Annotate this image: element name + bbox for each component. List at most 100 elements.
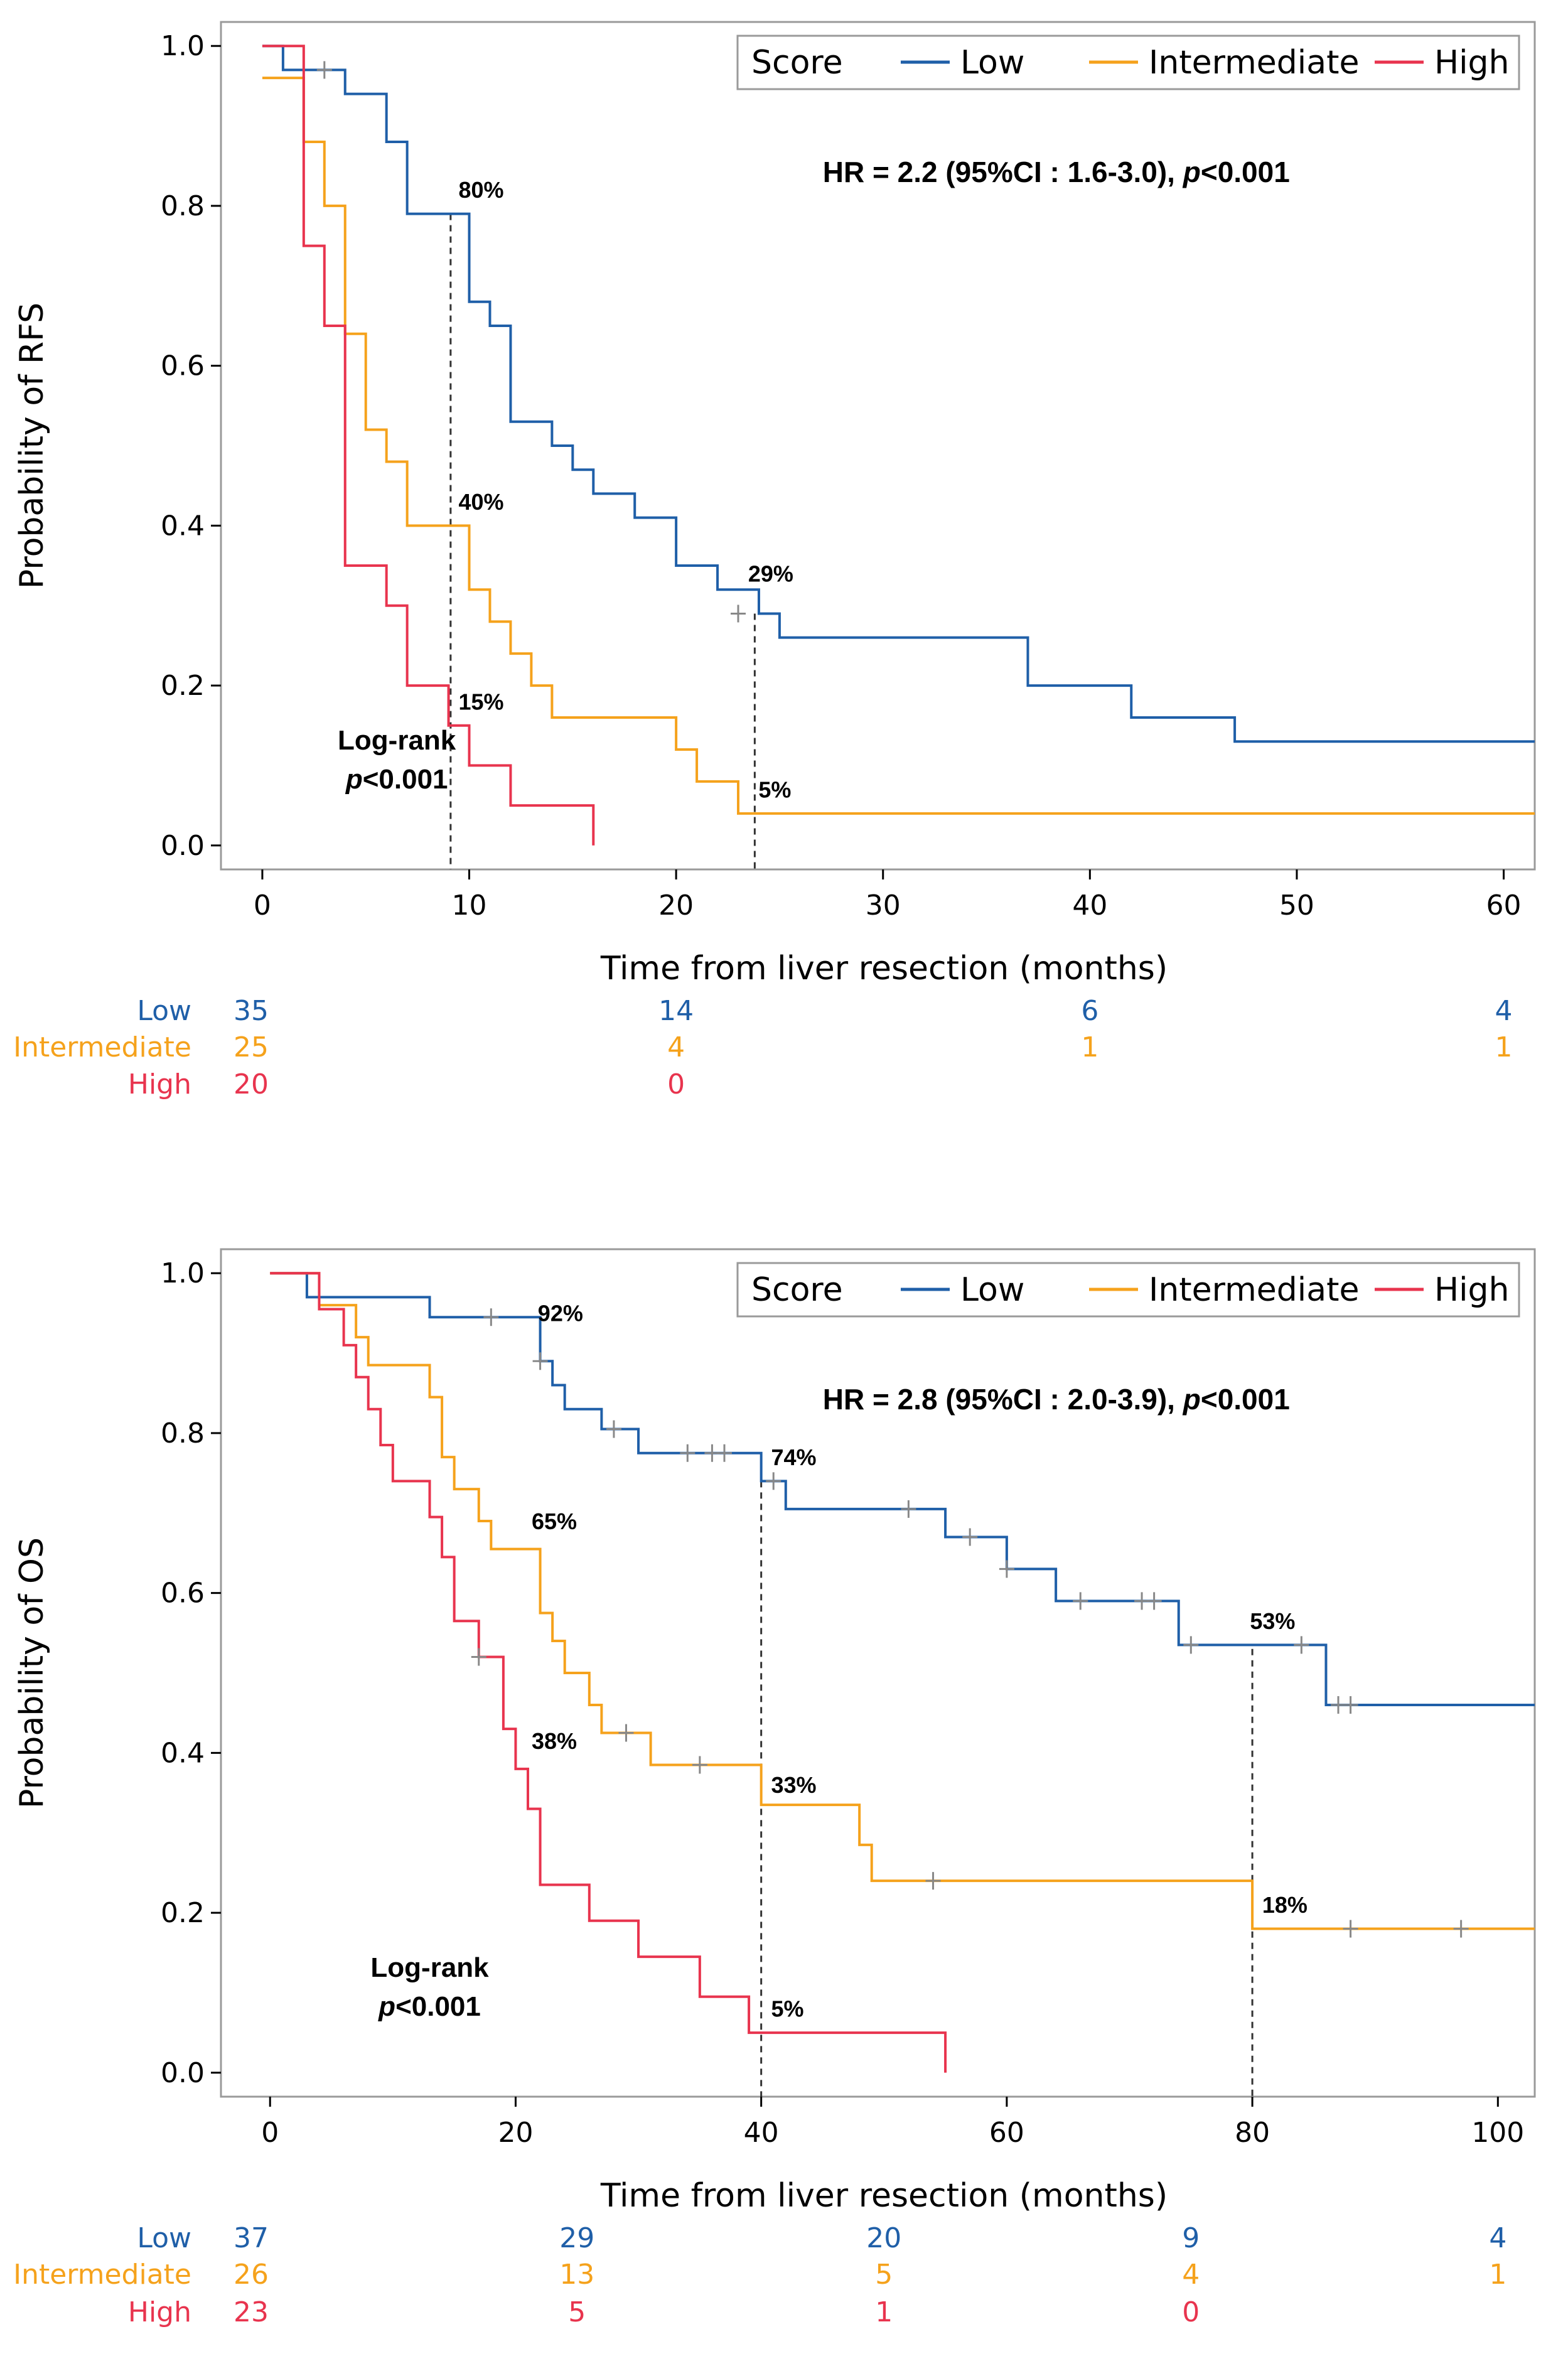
y-tick-label: 0.0 <box>161 830 205 862</box>
x-tick-label: 80 <box>1235 2117 1270 2149</box>
percent-annotation: 18% <box>1262 1892 1308 1918</box>
series-intermediate-curve <box>270 1272 1535 1930</box>
risk-value: 1 <box>875 2296 893 2328</box>
hr-lead: HR = 2.2 (95%CI : 1.6-3.0), <box>823 156 1183 188</box>
risk-row-label: Intermediate <box>13 1031 191 1063</box>
x-tick-label: 50 <box>1279 890 1314 922</box>
legend: Score Low Intermediate High <box>736 35 1520 90</box>
risk-value: 14 <box>658 995 694 1027</box>
x-tick-label: 0 <box>261 2117 279 2149</box>
legend-entry-low: Low <box>960 1271 1024 1309</box>
risk-row-label: Low <box>137 2222 191 2254</box>
risk-value: 23 <box>234 2296 269 2328</box>
risk-value: 0 <box>667 1068 685 1100</box>
y-tick-label: 0.0 <box>161 2057 205 2089</box>
os-chart: 0.00.20.40.60.81.00 20 40 60 80 100Probabilit… <box>13 1248 1536 2328</box>
percent-annotation: 53% <box>1250 1608 1295 1634</box>
x-tick-label: 20 <box>658 890 694 922</box>
series-high-curve <box>270 1272 947 2073</box>
number-at-risk-table: Low 37 29 20 9 4 Intermediate 26 13 5 4 1 High 23 5 1 0 <box>13 2222 1506 2328</box>
logrank-p-value: <0.001 <box>395 1991 481 2022</box>
x-tick-label: 10 <box>452 890 487 922</box>
legend-title: Score <box>751 1271 843 1309</box>
percent-annotation: 5% <box>758 777 791 802</box>
legend-entry-intermediate: Intermediate <box>1149 44 1360 82</box>
risk-value: 25 <box>234 1031 269 1063</box>
series-high-curve <box>262 45 595 846</box>
logrank-p-symbol: p <box>345 764 363 795</box>
y-tick-label: 0.6 <box>161 350 205 382</box>
percent-annotation: 40% <box>458 489 503 515</box>
y-tick-label: 0.2 <box>161 1897 205 1929</box>
risk-value: 5 <box>875 2259 893 2291</box>
hr-p: p <box>1182 1383 1201 1416</box>
y-tick-label: 0.8 <box>161 1417 205 1449</box>
y-tick-label: 0.4 <box>161 510 205 542</box>
y-tick-label: 0.6 <box>161 1578 205 1610</box>
percent-annotation: 92% <box>538 1301 583 1326</box>
legend: Score Low Intermediate High <box>736 1262 1520 1318</box>
risk-row-label: High <box>128 1068 191 1100</box>
risk-value: 0 <box>1182 2296 1200 2328</box>
x-tick-label: 40 <box>744 2117 779 2149</box>
y-tick-label: 0.4 <box>161 1737 205 1769</box>
logrank-p-value: <0.001 <box>363 764 448 795</box>
percent-annotation: 15% <box>458 689 503 714</box>
percent-annotation: 5% <box>771 1996 803 2022</box>
hazard-ratio-text: HR = 2.8 (95%CI : 2.0-3.9), p<0.001 <box>823 1383 1290 1416</box>
y-tick-label: 0.8 <box>161 190 205 222</box>
risk-value: 4 <box>1182 2259 1200 2291</box>
risk-value: 5 <box>568 2296 586 2328</box>
risk-row-label: High <box>128 2296 191 2328</box>
x-tick-label: 30 <box>866 890 901 922</box>
x-axis-title: Time from liver resection (months) <box>600 2177 1168 2215</box>
risk-row-label: Intermediate <box>13 2259 191 2291</box>
number-at-risk-table: Low 35 14 6 4 Intermediate 25 4 1 1 High 20 0 <box>13 995 1512 1100</box>
percent-annotation: 29% <box>748 561 793 587</box>
logrank-p: p<0.001 <box>378 1991 481 2022</box>
series-intermediate-curve <box>262 77 1535 815</box>
x-tick-label: 60 <box>989 2117 1024 2149</box>
y-tick-label: 1.0 <box>161 30 205 62</box>
risk-value: 37 <box>234 2222 269 2254</box>
risk-value: 1 <box>1495 1031 1513 1063</box>
hr-lead: HR = 2.8 (95%CI : 2.0-3.9), <box>823 1383 1183 1416</box>
risk-value: 29 <box>559 2222 594 2254</box>
risk-value: 1 <box>1081 1031 1098 1063</box>
x-axis-title: Time from liver resection (months) <box>600 950 1168 987</box>
y-axis-title: Probability of RFS <box>13 303 51 589</box>
legend-entry-intermediate: Intermediate <box>1149 1271 1360 1309</box>
logrank-p-symbol: p <box>378 1991 395 2022</box>
logrank-p: p<0.001 <box>345 764 448 795</box>
logrank-label: Log-rank <box>338 725 456 756</box>
risk-value: 20 <box>866 2222 901 2254</box>
plot-frame <box>220 1248 1536 2098</box>
risk-value: 4 <box>1489 2222 1506 2254</box>
risk-value: 26 <box>234 2259 269 2291</box>
percent-annotation: 33% <box>771 1772 816 1798</box>
risk-value: 4 <box>1495 995 1513 1027</box>
percent-annotation: 65% <box>532 1508 577 1534</box>
hr-p: p <box>1182 156 1201 188</box>
risk-value: 35 <box>234 995 269 1027</box>
percent-annotation: 80% <box>458 177 503 203</box>
plot-frame <box>220 21 1536 871</box>
risk-value: 6 <box>1081 995 1098 1027</box>
risk-value: 20 <box>234 1068 269 1100</box>
risk-value: 1 <box>1489 2259 1506 2291</box>
y-tick-label: 1.0 <box>161 1257 205 1289</box>
hr-tail: <0.001 <box>1201 156 1290 188</box>
x-tick-label: 100 <box>1471 2117 1524 2149</box>
logrank-label: Log-rank <box>370 1952 489 1983</box>
x-tick-label: 60 <box>1486 890 1522 922</box>
x-tick-label: 40 <box>1072 890 1107 922</box>
percent-annotation: 38% <box>532 1728 577 1754</box>
x-tick-label: 0 <box>254 890 271 922</box>
legend-entry-high: High <box>1434 44 1510 82</box>
rfs-chart: 0.00.20.40.60.81.00 10 20 30 40 50 60Probabili… <box>13 21 1536 1100</box>
risk-value: 13 <box>559 2259 594 2291</box>
percent-annotation: 74% <box>771 1444 816 1470</box>
legend-entry-high: High <box>1434 1271 1510 1309</box>
legend-entry-low: Low <box>960 44 1024 82</box>
